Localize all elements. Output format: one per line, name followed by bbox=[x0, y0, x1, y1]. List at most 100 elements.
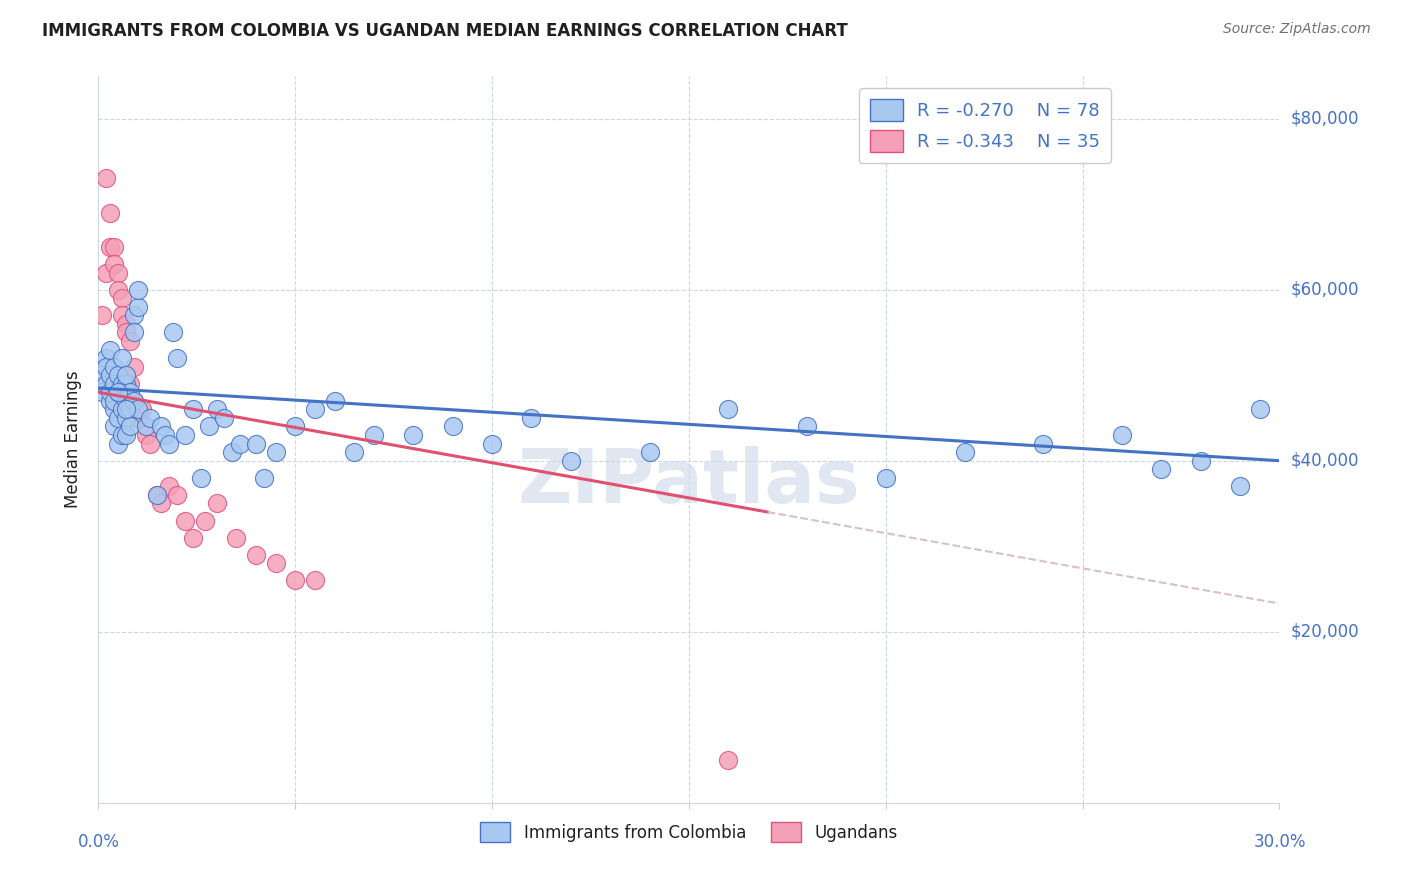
Point bbox=[181, 531, 204, 545]
Text: IMMIGRANTS FROM COLOMBIA VS UGANDAN MEDIAN EARNINGS CORRELATION CHART: IMMIGRANTS FROM COLOMBIA VS UGANDAN MEDI… bbox=[42, 22, 848, 40]
Point bbox=[107, 436, 129, 450]
Point bbox=[91, 385, 114, 400]
Point bbox=[103, 257, 125, 271]
Point bbox=[127, 283, 149, 297]
Point bbox=[1189, 453, 1212, 467]
Point bbox=[111, 428, 134, 442]
Y-axis label: Median Earnings: Median Earnings bbox=[65, 370, 83, 508]
Point bbox=[304, 402, 326, 417]
Point bbox=[264, 557, 287, 571]
Point bbox=[103, 402, 125, 417]
Point bbox=[197, 419, 219, 434]
Point bbox=[115, 393, 138, 408]
Text: $60,000: $60,000 bbox=[1291, 281, 1360, 299]
Point bbox=[481, 436, 503, 450]
Point bbox=[111, 308, 134, 322]
Point bbox=[96, 266, 118, 280]
Point bbox=[111, 402, 134, 417]
Point bbox=[96, 171, 118, 186]
Point bbox=[284, 419, 307, 434]
Point bbox=[98, 205, 121, 219]
Point bbox=[91, 368, 114, 383]
Point bbox=[115, 428, 138, 442]
Point bbox=[343, 445, 366, 459]
Point bbox=[122, 393, 145, 408]
Text: 0.0%: 0.0% bbox=[77, 833, 120, 851]
Point bbox=[146, 488, 169, 502]
Point bbox=[118, 376, 141, 391]
Point bbox=[225, 531, 247, 545]
Legend: Immigrants from Colombia, Ugandans: Immigrants from Colombia, Ugandans bbox=[474, 815, 904, 849]
Point bbox=[166, 488, 188, 502]
Point bbox=[107, 266, 129, 280]
Point bbox=[1150, 462, 1173, 476]
Point bbox=[122, 393, 145, 408]
Point bbox=[560, 453, 582, 467]
Point bbox=[135, 419, 157, 434]
Point bbox=[363, 428, 385, 442]
Point bbox=[717, 402, 740, 417]
Point bbox=[1111, 428, 1133, 442]
Point bbox=[127, 300, 149, 314]
Point bbox=[103, 393, 125, 408]
Point bbox=[98, 385, 121, 400]
Point bbox=[150, 419, 173, 434]
Point bbox=[98, 393, 121, 408]
Point bbox=[98, 368, 121, 383]
Point bbox=[115, 402, 138, 417]
Point bbox=[174, 428, 197, 442]
Point bbox=[118, 419, 141, 434]
Point bbox=[402, 428, 425, 442]
Point bbox=[98, 343, 121, 357]
Point bbox=[229, 436, 252, 450]
Point bbox=[96, 376, 118, 391]
Point bbox=[146, 488, 169, 502]
Point bbox=[107, 411, 129, 425]
Point bbox=[150, 496, 173, 510]
Point bbox=[103, 419, 125, 434]
Point bbox=[717, 753, 740, 767]
Text: 30.0%: 30.0% bbox=[1253, 833, 1306, 851]
Point bbox=[1249, 402, 1271, 417]
Point bbox=[107, 283, 129, 297]
Point bbox=[118, 402, 141, 417]
Point bbox=[103, 376, 125, 391]
Point bbox=[111, 351, 134, 365]
Point bbox=[138, 436, 160, 450]
Point bbox=[115, 411, 138, 425]
Point bbox=[174, 514, 197, 528]
Point bbox=[181, 402, 204, 417]
Point bbox=[1032, 436, 1054, 450]
Point bbox=[205, 402, 228, 417]
Text: Source: ZipAtlas.com: Source: ZipAtlas.com bbox=[1223, 22, 1371, 37]
Point bbox=[638, 445, 661, 459]
Point bbox=[214, 411, 236, 425]
Point bbox=[205, 496, 228, 510]
Point bbox=[107, 385, 129, 400]
Point bbox=[115, 326, 138, 340]
Point bbox=[1229, 479, 1251, 493]
Point bbox=[264, 445, 287, 459]
Point bbox=[194, 514, 217, 528]
Text: ZIPatlas: ZIPatlas bbox=[517, 446, 860, 519]
Point bbox=[96, 351, 118, 365]
Point bbox=[953, 445, 976, 459]
Text: $80,000: $80,000 bbox=[1291, 110, 1360, 128]
Point bbox=[162, 326, 184, 340]
Point bbox=[115, 376, 138, 391]
Point bbox=[284, 574, 307, 588]
Point bbox=[796, 419, 818, 434]
Point bbox=[98, 240, 121, 254]
Point bbox=[103, 359, 125, 374]
Point bbox=[520, 411, 543, 425]
Point bbox=[107, 385, 129, 400]
Point bbox=[190, 471, 212, 485]
Point bbox=[135, 428, 157, 442]
Point bbox=[304, 574, 326, 588]
Point bbox=[157, 479, 180, 493]
Point bbox=[221, 445, 243, 459]
Point bbox=[115, 368, 138, 383]
Point bbox=[441, 419, 464, 434]
Point bbox=[245, 436, 267, 450]
Point bbox=[115, 317, 138, 331]
